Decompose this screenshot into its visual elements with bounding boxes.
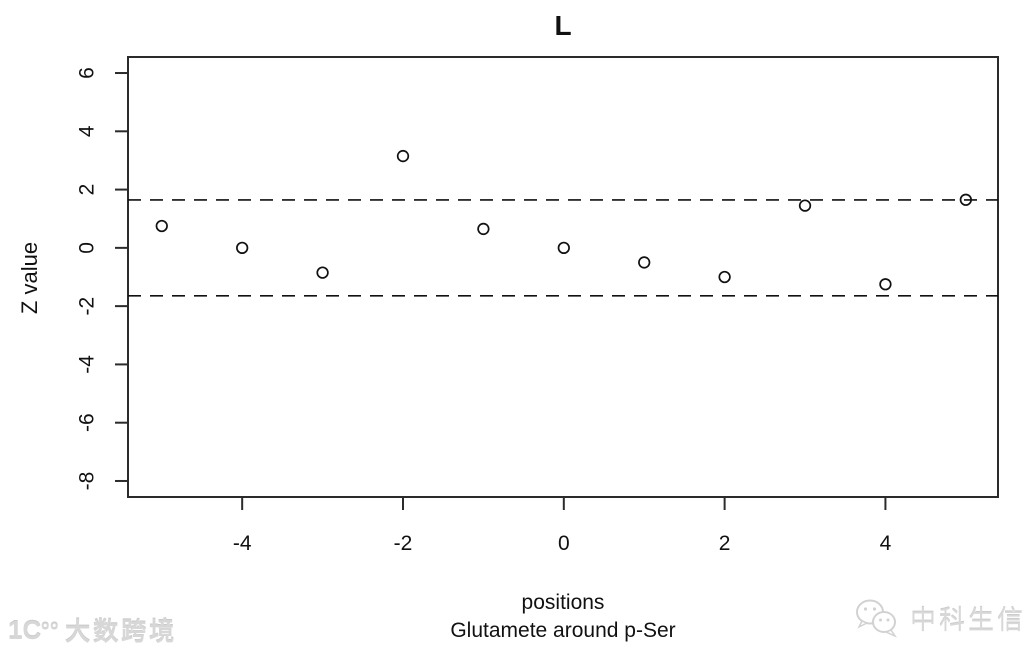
- y-axis-tick-label: 0: [76, 242, 99, 254]
- data-point: [155, 219, 168, 233]
- y-axis-tick-label: 6: [76, 67, 99, 79]
- x-axis-tick-label: 0: [558, 532, 570, 555]
- y-axis-tick-label: -6: [76, 413, 99, 432]
- x-axis-tick-label: 4: [880, 532, 892, 555]
- dashukuajing-logo-icon: 1Coo: [8, 614, 60, 645]
- wechat-icon: [856, 599, 898, 638]
- x-axis-tick-label: -4: [233, 532, 252, 555]
- watermark-bottom-left: 1Coo 大数跨境: [8, 612, 177, 648]
- data-point: [879, 278, 892, 291]
- chart-title: L: [554, 10, 572, 41]
- data-point: [477, 222, 490, 236]
- y-axis-tick-label: -8: [76, 472, 99, 491]
- data-point: [798, 199, 812, 212]
- x-axis-tick-label: 2: [719, 532, 731, 555]
- watermark-right-text: 中科生信: [910, 604, 1027, 635]
- data-point: [959, 193, 972, 206]
- data-point: [316, 266, 329, 279]
- plot-border: [127, 56, 999, 498]
- data-point: [236, 241, 249, 255]
- watermark-bottom-right: 中科生信: [852, 596, 1026, 640]
- x-axis-label: positions Glutamete around p-Ser: [128, 589, 998, 645]
- x-axis-label-line2: Glutamete around p-Ser: [450, 619, 676, 642]
- x-axis-tick-label: -2: [394, 532, 413, 555]
- y-axis-tick-label: -4: [76, 355, 99, 374]
- y-axis-tick-label: 2: [76, 184, 99, 196]
- data-point: [718, 270, 731, 284]
- data-point: [557, 241, 570, 255]
- data-point: [396, 149, 410, 163]
- x-axis-label-line1: positions: [521, 591, 605, 614]
- watermark-left-text: 大数跨境: [65, 618, 178, 646]
- y-axis-tick-label: 4: [76, 125, 99, 137]
- y-axis-tick-label: -2: [76, 297, 99, 316]
- data-point: [638, 256, 651, 269]
